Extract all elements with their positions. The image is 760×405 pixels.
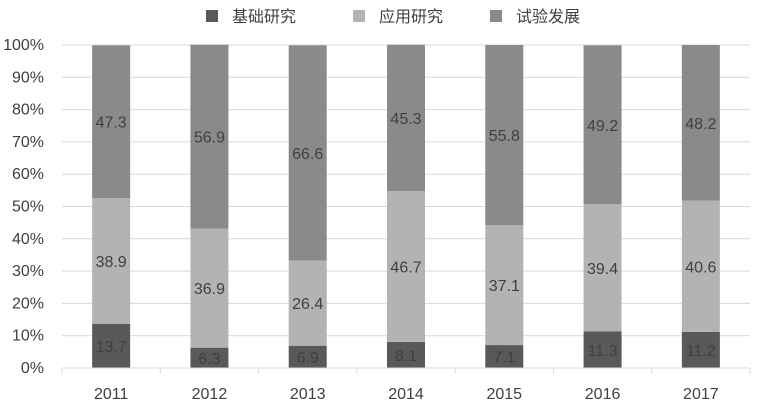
bar-segment (681, 200, 720, 332)
bar-segment (583, 45, 622, 205)
bar-segment (92, 323, 131, 368)
y-tick-label: 80% (12, 102, 44, 119)
bar-segment (485, 45, 524, 226)
y-tick-label: 40% (12, 231, 44, 248)
data-label: 11.3 (588, 343, 618, 360)
data-label: 37.1 (489, 278, 520, 295)
data-label: 8.1 (395, 348, 417, 365)
data-label: 36.9 (194, 281, 225, 298)
bars: 13.7 38.9 47.3 6.3 36.9 56.9 6.9 26.4 66.6 8.1 46.… (92, 44, 720, 368)
bar-segment (190, 44, 229, 229)
data-label: 6.9 (297, 350, 319, 367)
bar-segment (190, 347, 229, 368)
data-label: 6.3 (198, 351, 220, 368)
y-tick-label: 90% (12, 69, 44, 86)
bar-segment (485, 225, 524, 346)
data-label: 38.9 (96, 254, 127, 271)
bar-segment (92, 45, 131, 199)
bar-segment (387, 341, 425, 368)
bar-segment (681, 45, 720, 201)
x-tick-label: 2014 (388, 386, 424, 403)
data-label: 56.9 (194, 130, 225, 147)
legend: 基础研究 应用研究 试验发展 (206, 7, 580, 26)
x-tick-label: 2015 (486, 386, 522, 403)
y-tick-label: 50% (12, 199, 44, 216)
y-tick-label: 10% (12, 328, 44, 345)
legend-label: 基础研究 (232, 7, 296, 26)
bar-segment (583, 204, 622, 332)
y-tick-label: 100% (3, 37, 44, 54)
y-tick-label: 0% (21, 360, 44, 377)
data-label: 55.8 (489, 128, 520, 145)
bar-segment (681, 331, 720, 368)
y-tick-label: 70% (12, 134, 44, 151)
data-label: 7.1 (493, 350, 515, 367)
x-tick-label: 2012 (192, 386, 228, 403)
data-label: 40.6 (685, 259, 716, 276)
data-label: 39.4 (587, 261, 618, 278)
bar-segment (288, 345, 327, 368)
bar-segment (583, 331, 622, 368)
bar-segment (92, 198, 131, 324)
data-label: 11.2 (686, 343, 716, 360)
bar-segment (387, 190, 425, 342)
data-label: 45.3 (390, 111, 421, 128)
data-label: 47.3 (96, 115, 127, 132)
legend-swatch (490, 10, 502, 22)
x-tick-label: 2016 (585, 386, 621, 403)
legend-label: 应用研究 (379, 7, 443, 26)
y-tick-label: 60% (12, 166, 44, 183)
legend-swatch (206, 10, 218, 22)
data-label: 46.7 (390, 259, 421, 276)
x-tick-label: 2017 (683, 386, 719, 403)
y-tick-label: 30% (12, 263, 44, 280)
bar-segment (288, 45, 327, 261)
data-label: 13.7 (96, 339, 127, 356)
bar-segment (485, 345, 524, 368)
legend-label: 试验发展 (516, 7, 580, 26)
data-label: 26.4 (292, 296, 323, 313)
data-label: 49.2 (587, 118, 618, 135)
x-tick-label: 2013 (290, 386, 326, 403)
x-tick-label: 2011 (94, 386, 129, 403)
bar-segment (387, 44, 425, 191)
x-axis: 2011 2012 2013 2014 2015 2016 2017 (61, 367, 751, 403)
y-axis: 0% 10% 20% 30% 40% 50% 60% 70% 80% 90% 100% (3, 37, 44, 377)
legend-swatch (353, 10, 365, 22)
data-label: 66.6 (292, 146, 323, 163)
y-tick-label: 20% (12, 295, 44, 312)
bar-segment (288, 260, 327, 346)
data-label: 48.2 (685, 116, 716, 133)
bar-segment (190, 228, 229, 348)
